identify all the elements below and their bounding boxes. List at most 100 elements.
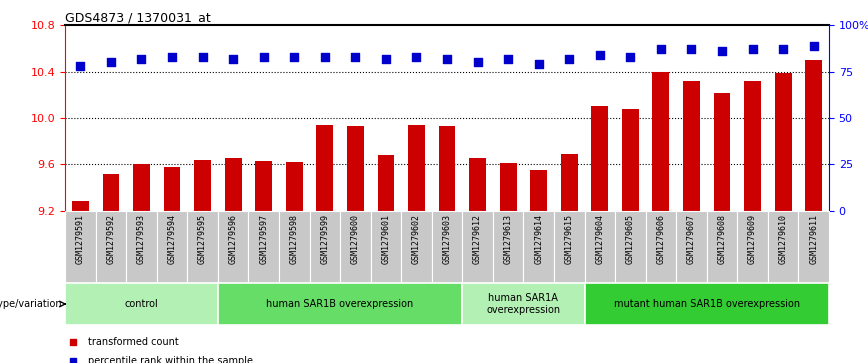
Text: human SAR1B overexpression: human SAR1B overexpression — [266, 299, 414, 309]
Bar — [72, 201, 89, 211]
Point — [776, 46, 790, 52]
Bar — [646, 211, 676, 283]
Point — [104, 60, 118, 65]
Bar — [584, 211, 615, 283]
Bar — [187, 211, 218, 283]
Bar — [65, 283, 218, 325]
Point — [532, 61, 546, 67]
Bar — [102, 174, 119, 211]
Text: GSM1279600: GSM1279600 — [351, 214, 360, 264]
Text: GSM1279604: GSM1279604 — [595, 214, 604, 264]
Text: GSM1279601: GSM1279601 — [381, 214, 391, 264]
Point — [654, 46, 667, 52]
Bar — [126, 211, 157, 283]
Bar — [225, 159, 241, 211]
Point — [806, 43, 820, 49]
Point — [165, 54, 179, 60]
Bar — [408, 125, 424, 211]
Point — [470, 60, 484, 65]
Text: GDS4873 / 1370031_at: GDS4873 / 1370031_at — [65, 11, 211, 24]
Text: control: control — [125, 299, 158, 309]
Bar — [591, 106, 608, 211]
Bar — [713, 93, 730, 211]
Text: GSM1279598: GSM1279598 — [290, 214, 299, 264]
Bar — [707, 211, 737, 283]
Point — [227, 56, 240, 62]
Point — [685, 46, 699, 52]
Bar — [248, 211, 279, 283]
Bar — [806, 60, 822, 211]
Bar — [799, 211, 829, 283]
Text: genotype/variation: genotype/variation — [0, 299, 62, 309]
Text: GSM1279608: GSM1279608 — [718, 214, 727, 264]
Bar — [438, 126, 456, 211]
Text: GSM1279591: GSM1279591 — [76, 214, 85, 264]
Bar — [561, 154, 577, 211]
Text: GSM1279603: GSM1279603 — [443, 214, 451, 264]
Bar — [65, 211, 95, 283]
Bar — [218, 211, 248, 283]
Point — [74, 63, 88, 69]
Text: GSM1279605: GSM1279605 — [626, 214, 635, 264]
Bar — [676, 211, 707, 283]
Point — [195, 54, 209, 60]
Bar — [744, 81, 761, 211]
Text: GSM1279614: GSM1279614 — [534, 214, 543, 264]
Bar — [279, 211, 310, 283]
Text: human SAR1A
overexpression: human SAR1A overexpression — [486, 293, 561, 315]
Bar — [401, 211, 431, 283]
Point — [715, 48, 729, 54]
Text: GSM1279593: GSM1279593 — [137, 214, 146, 264]
Text: GSM1279602: GSM1279602 — [412, 214, 421, 264]
Point — [348, 54, 362, 60]
Bar — [371, 211, 401, 283]
Bar — [683, 81, 700, 211]
Text: GSM1279611: GSM1279611 — [809, 214, 819, 264]
Point — [379, 56, 393, 62]
Text: GSM1279594: GSM1279594 — [168, 214, 176, 264]
Text: GSM1279595: GSM1279595 — [198, 214, 207, 264]
Point — [318, 54, 332, 60]
Text: GSM1279607: GSM1279607 — [687, 214, 696, 264]
Bar — [523, 211, 554, 283]
Bar — [622, 109, 639, 211]
Point — [746, 46, 760, 52]
Point — [257, 54, 271, 60]
Bar — [218, 283, 463, 325]
Text: percentile rank within the sample: percentile rank within the sample — [88, 356, 253, 363]
Bar — [463, 283, 584, 325]
Bar — [378, 155, 394, 211]
Bar — [317, 125, 333, 211]
Bar — [463, 211, 493, 283]
Text: GSM1279606: GSM1279606 — [656, 214, 666, 264]
Text: GSM1279597: GSM1279597 — [260, 214, 268, 264]
Text: GSM1279596: GSM1279596 — [228, 214, 238, 264]
Bar — [95, 211, 126, 283]
Point — [623, 54, 637, 60]
Bar — [255, 161, 272, 211]
Bar — [554, 211, 584, 283]
Point — [593, 52, 607, 58]
Bar — [584, 283, 829, 325]
Bar — [775, 73, 792, 211]
Text: GSM1279610: GSM1279610 — [779, 214, 787, 264]
Point — [562, 56, 576, 62]
Bar — [286, 162, 303, 211]
Bar — [500, 163, 516, 211]
Bar — [164, 167, 181, 211]
Bar — [470, 159, 486, 211]
Bar — [340, 211, 371, 283]
Text: transformed count: transformed count — [88, 337, 179, 347]
Point — [501, 56, 515, 62]
Point — [410, 54, 424, 60]
Bar — [347, 126, 364, 211]
Point — [287, 54, 301, 60]
Bar — [737, 211, 768, 283]
Bar — [310, 211, 340, 283]
Point — [135, 56, 148, 62]
Text: GSM1279609: GSM1279609 — [748, 214, 757, 264]
Text: mutant human SAR1B overexpression: mutant human SAR1B overexpression — [614, 299, 799, 309]
Bar — [493, 211, 523, 283]
Bar — [431, 211, 463, 283]
Text: GSM1279599: GSM1279599 — [320, 214, 329, 264]
